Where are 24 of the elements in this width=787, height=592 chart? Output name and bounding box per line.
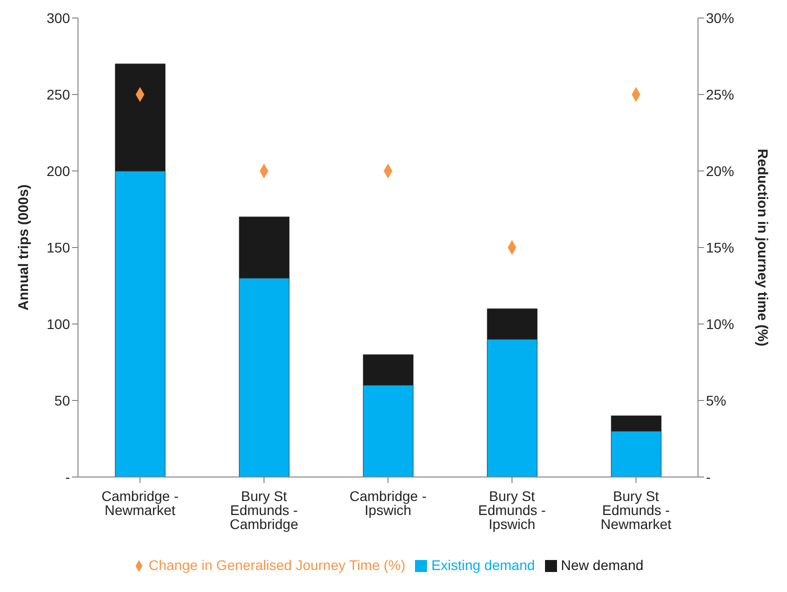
y2-tick-label: 30%	[706, 10, 734, 26]
x-tick-label: Cambridge - Ipswich	[349, 488, 427, 518]
y-tick-label: 150	[46, 239, 70, 256]
y-tick-label: 50	[54, 392, 70, 408]
x-tick-label: Bury St Edmunds - Newmarket	[600, 488, 672, 532]
y-tick-label: 100	[46, 316, 70, 332]
y2-tick-label: -	[706, 468, 711, 485]
y2-tick-label: 25%	[706, 86, 734, 102]
y2-tick-label: 10%	[706, 316, 734, 332]
legend-label: Change in Generalised Journey Time (%)	[148, 557, 406, 573]
x-tick-label: Bury St Edmunds - Ipswich	[478, 488, 546, 532]
legend-label: Existing demand	[431, 557, 535, 573]
y2-tick-label: 20%	[706, 162, 734, 179]
y-tick-label: 250	[46, 86, 70, 102]
x-tick-label: Cambridge - Newmarket	[101, 488, 179, 518]
y-tick-label: -	[65, 468, 70, 485]
y2-axis-title: Reduction in journey time (%)	[755, 148, 772, 346]
legend-label: New demand	[560, 557, 644, 573]
y-axis-title: Annual trips (000s)	[14, 184, 31, 311]
y-tick-label: 300	[46, 10, 70, 26]
x-tick-label: Bury St Edmunds - Cambridge	[230, 488, 298, 532]
y-tick-label: 200	[46, 162, 70, 179]
y2-tick-label: 5%	[706, 392, 726, 408]
y2-tick-label: 15%	[706, 239, 734, 256]
